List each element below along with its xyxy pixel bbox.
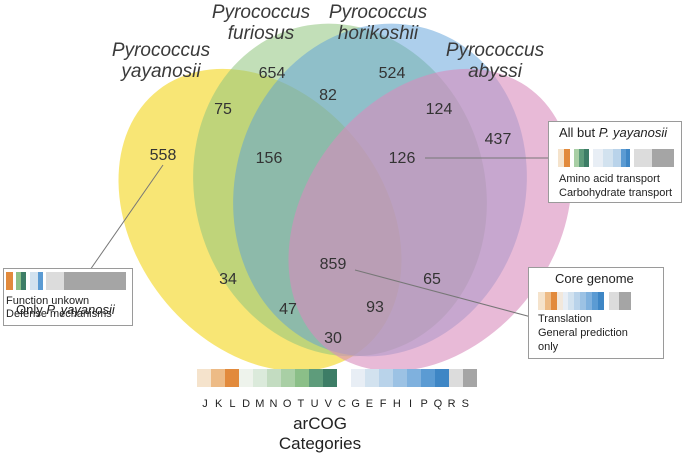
- callout-all-but-line1: Amino acid transport: [559, 173, 660, 185]
- arcog-letter-R: R: [447, 398, 456, 410]
- arcog-swatch-F: [379, 369, 393, 387]
- callout-line-only: [89, 164, 164, 271]
- count-yayanosii-horikoshii: 34: [219, 271, 237, 288]
- count-yayanosii-abyssi: 30: [324, 330, 342, 347]
- callout-core-line1: Translation: [538, 313, 593, 325]
- label-abyssi: Pyrococcus abyssi: [445, 40, 545, 82]
- arcog-swatch-M: [253, 369, 267, 387]
- arcog-swatch-O: [281, 369, 295, 387]
- arcog-letter-T: T: [297, 398, 305, 410]
- arcog-letter-L: L: [229, 398, 236, 410]
- arcog-letter-E: E: [365, 398, 374, 410]
- callout-only-caption: Only P. yayanosii: [16, 302, 115, 317]
- callout-only-yayanosii: Function unkown Defense mechanisms: [3, 268, 133, 326]
- venn-diagram: [89, 23, 572, 372]
- label-horikoshii: Pyrococcus horikoshii: [328, 2, 428, 44]
- callout-core-genome: Core genome Translation General predicti…: [528, 267, 664, 359]
- arcog-letter-F: F: [379, 398, 387, 410]
- arcog-swatch-D: [239, 369, 253, 387]
- arcog-letter-M: M: [255, 398, 265, 410]
- arcog-swatch-E: [365, 369, 379, 387]
- arcog-swatch-T: [295, 369, 309, 387]
- callout-core-title: Core genome: [555, 271, 634, 286]
- arcog-letter-S: S: [461, 398, 469, 410]
- callout-only-line1: Function unkown: [6, 295, 90, 307]
- color-strip-only: [6, 272, 126, 290]
- count-only-abyssi: 437: [484, 131, 512, 148]
- ellipse-abyssi: [288, 68, 572, 372]
- arcog-color-strip: [197, 369, 477, 387]
- arcog-letter-N: N: [269, 398, 278, 410]
- arcog-letter-D: D: [242, 398, 251, 410]
- arcog-letter-I: I: [408, 398, 413, 410]
- arcog-letter-U: U: [310, 398, 319, 410]
- label-furiosus: Pyrococcus furiosus: [211, 2, 311, 44]
- arcog-swatch-P: [421, 369, 435, 387]
- count-yayanosii-furiosus-horikoshii: 156: [255, 150, 283, 167]
- color-strip-all-but: [558, 149, 674, 167]
- arcog-swatch-R: [449, 369, 463, 387]
- count-furiosus-horikoshii: 82: [319, 87, 337, 104]
- callout-line-core: [354, 269, 551, 323]
- arcog-letter-V: V: [324, 398, 332, 410]
- callout-lines: [89, 157, 551, 323]
- color-strip-core: [538, 292, 631, 310]
- arcog-letter-H: H: [392, 398, 401, 410]
- callout-core-line2: General prediction: [538, 327, 628, 339]
- arcog-swatch-L: [225, 369, 239, 387]
- count-only-furiosus: 654: [258, 65, 286, 82]
- arcog-swatch-G: [351, 369, 365, 387]
- arcog-swatch-J: [197, 369, 211, 387]
- count-furiosus-horikoshii-abyssi: 126: [388, 150, 416, 167]
- arcog-letter-C: C: [338, 398, 346, 410]
- arcog-swatch-H: [393, 369, 407, 387]
- arcog-letter-G: G: [351, 398, 360, 410]
- arcog-swatch-V: [323, 369, 337, 387]
- arcog-swatch-N: [267, 369, 281, 387]
- callout-only-line2: Defense mechanisms: [6, 308, 112, 320]
- arcog-title: arCOG Categories: [278, 414, 362, 453]
- count-yayanosii-horikoshii-abyssi: 93: [366, 299, 384, 316]
- arcog-letter-Q: Q: [433, 398, 443, 410]
- arcog-swatch-C: [337, 369, 351, 387]
- arcog-swatch-Q: [435, 369, 449, 387]
- count-only-horikoshii: 524: [378, 65, 406, 82]
- count-horikoshii-abyssi: 124: [425, 101, 453, 118]
- arcog-swatch-S: [463, 369, 477, 387]
- callout-all-but-line2: Carbohydrate transport: [559, 187, 673, 199]
- arcog-swatch-K: [211, 369, 225, 387]
- callout-core-line3: only: [538, 341, 559, 353]
- arcog-letter-P: P: [420, 398, 428, 410]
- callout-all-but-title: All but P. yayanosii: [559, 125, 668, 140]
- arcog-letter-K: K: [215, 398, 223, 410]
- label-yayanosii: Pyrococcus yayanosii: [111, 40, 211, 82]
- arcog-swatch-U: [309, 369, 323, 387]
- venn-ellipses: [118, 23, 572, 372]
- arcog-letter-J: J: [202, 398, 208, 410]
- arcog-swatch-I: [407, 369, 421, 387]
- count-furiosus-abyssi: 65: [423, 271, 441, 288]
- callout-all-but-yayanosii: All but P. yayanosii Amino acid transpor…: [548, 121, 682, 203]
- count-only-yayanosii: 558: [149, 147, 177, 164]
- count-yayanosii-furiosus: 75: [214, 101, 232, 118]
- arcog-letter-O: O: [282, 398, 292, 410]
- count-core: 859: [319, 256, 347, 273]
- count-yayanosii-furiosus-abyssi: 47: [279, 301, 297, 318]
